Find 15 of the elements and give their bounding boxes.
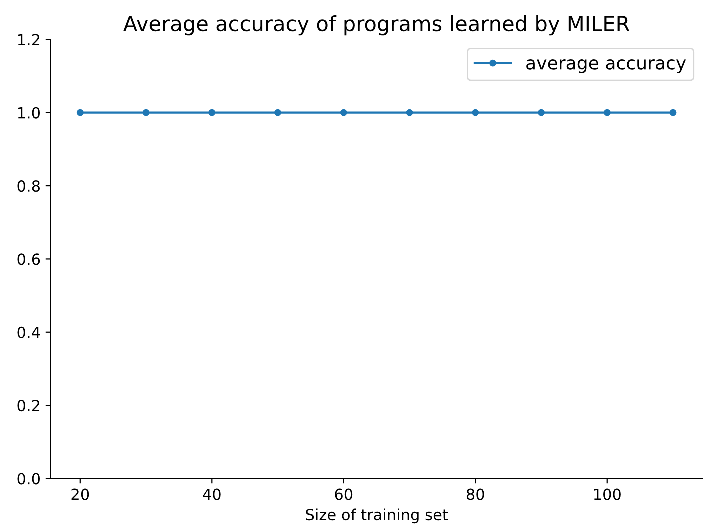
x-tick-label: 20 [72,488,90,500]
x-axis-title: Size of training set [306,508,448,524]
y-tick-label: 1.2 [18,34,40,46]
y-tick-label: 0.6 [18,254,40,266]
x-tick-label: 80 [466,488,484,500]
y-tick-label: 0.2 [18,400,40,412]
y-tick-label: 0.0 [18,473,40,485]
y-tick-label: 1.0 [18,107,40,119]
legend-label: average accuracy [526,60,686,74]
x-tick-label: 100 [594,488,621,500]
y-tick-label: 0.4 [18,326,40,338]
chart-title: Average accuracy of programs learned by MILER [124,16,630,36]
y-tick-label: 0.8 [18,180,40,192]
x-tick-label: 60 [335,488,353,500]
x-tick-label: 40 [203,488,221,500]
